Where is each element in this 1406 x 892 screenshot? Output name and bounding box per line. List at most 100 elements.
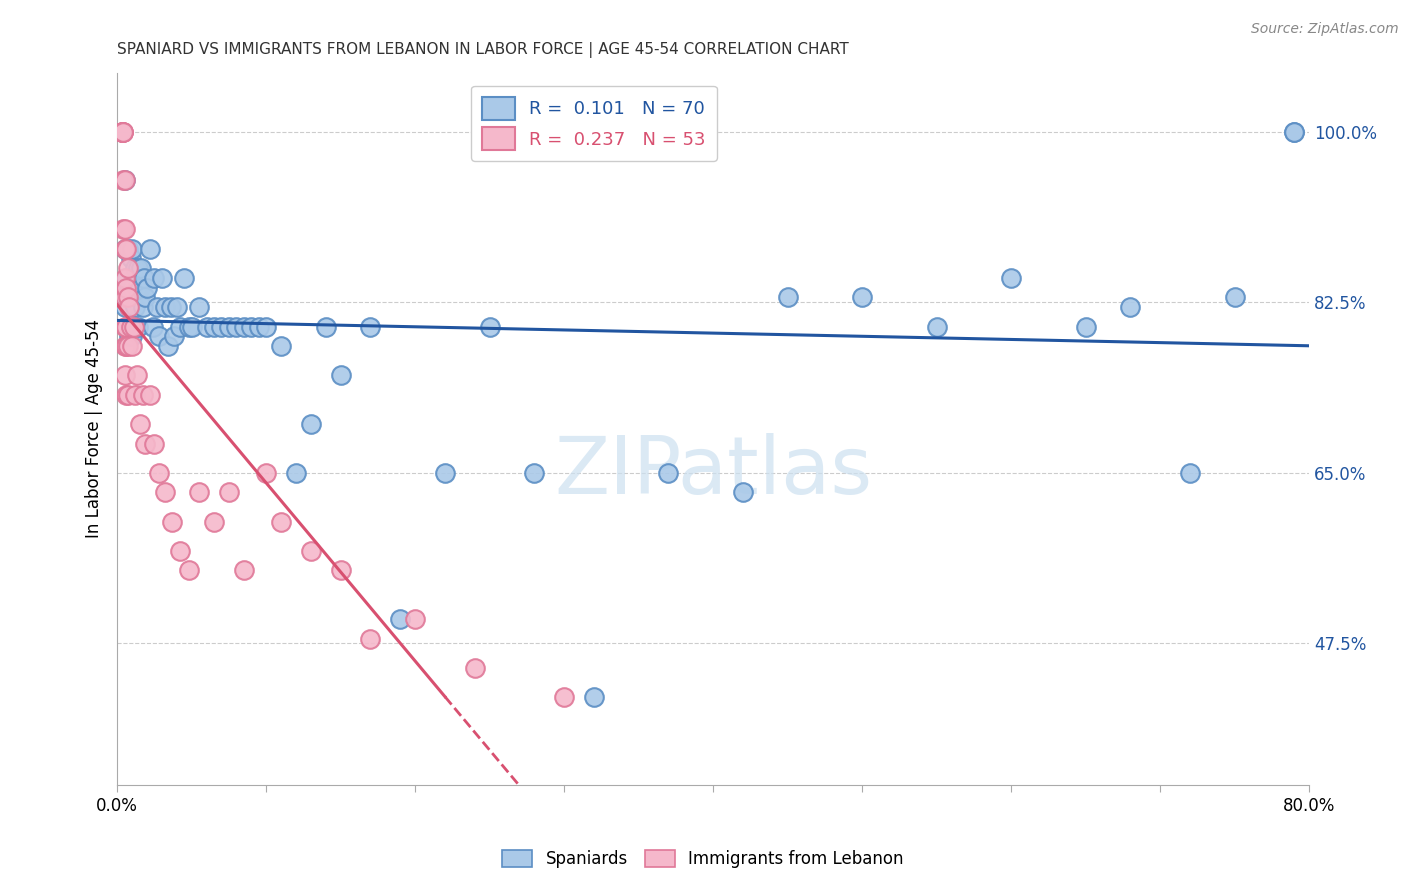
Point [247, 319, 270, 334]
Point [315, 319, 337, 334]
Point [114, 222, 136, 236]
Text: SPANIARD VS IMMIGRANTS FROM LEBANON IN LABOR FORCE | AGE 45-54 CORRELATION CHART: SPANIARD VS IMMIGRANTS FROM LEBANON IN L… [117, 42, 849, 58]
Point [270, 515, 292, 529]
Point [115, 280, 138, 294]
Point [132, 271, 155, 285]
Point [582, 690, 605, 704]
Point [121, 329, 143, 343]
Point [117, 242, 139, 256]
Point [134, 436, 156, 450]
Point [120, 319, 142, 334]
Point [433, 466, 456, 480]
Point [134, 290, 156, 304]
Point [124, 388, 146, 402]
Point [254, 319, 277, 334]
Point [115, 319, 138, 334]
Point [142, 319, 165, 334]
Point [1178, 466, 1201, 480]
Point [225, 319, 247, 334]
Point [121, 242, 143, 256]
Point [148, 466, 170, 480]
Point [731, 485, 754, 500]
Point [285, 466, 308, 480]
Point [188, 485, 211, 500]
Point [195, 319, 218, 334]
Point [329, 368, 352, 383]
Point [112, 125, 135, 139]
Point [1074, 319, 1097, 334]
Point [139, 242, 162, 256]
Point [143, 436, 166, 450]
Point [128, 280, 150, 294]
Point [478, 319, 501, 334]
Point [299, 417, 322, 431]
Point [925, 319, 948, 334]
Point [114, 242, 136, 256]
Point [329, 563, 352, 577]
Point [127, 319, 149, 334]
Point [188, 300, 211, 314]
Point [111, 125, 134, 139]
Point [112, 125, 135, 139]
Point [114, 173, 136, 187]
Point [1223, 290, 1246, 304]
Point [299, 544, 322, 558]
Point [169, 319, 191, 334]
Point [117, 388, 139, 402]
Point [128, 417, 150, 431]
Legend: R =  0.101   N = 70, R =  0.237   N = 53: R = 0.101 N = 70, R = 0.237 N = 53 [471, 86, 717, 161]
Point [211, 319, 233, 334]
Point [121, 339, 143, 353]
Point [111, 125, 134, 139]
Point [115, 271, 138, 285]
Point [1282, 125, 1305, 139]
Point [114, 290, 136, 304]
Point [150, 271, 173, 285]
Point [159, 300, 181, 314]
Text: Source: ZipAtlas.com: Source: ZipAtlas.com [1251, 22, 1399, 37]
Point [270, 339, 292, 353]
Point [114, 271, 136, 285]
Point [114, 319, 136, 334]
Point [218, 485, 240, 500]
Point [180, 319, 202, 334]
Point [143, 271, 166, 285]
Point [177, 319, 200, 334]
Point [131, 300, 153, 314]
Point [553, 690, 575, 704]
Legend: Spaniards, Immigrants from Lebanon: Spaniards, Immigrants from Lebanon [496, 843, 910, 875]
Point [112, 222, 135, 236]
Point [114, 368, 136, 383]
Point [115, 388, 138, 402]
Point [136, 280, 159, 294]
Point [125, 368, 148, 383]
Point [162, 515, 184, 529]
Point [153, 300, 176, 314]
Point [1119, 300, 1142, 314]
Point [124, 300, 146, 314]
Text: ZIPatlas: ZIPatlas [554, 433, 872, 511]
Point [169, 544, 191, 558]
Point [117, 339, 139, 353]
Point [114, 300, 136, 314]
Point [359, 632, 381, 646]
Point [114, 173, 136, 187]
Point [146, 300, 169, 314]
Point [232, 563, 254, 577]
Point [131, 388, 153, 402]
Y-axis label: In Labor Force | Age 45-54: In Labor Force | Age 45-54 [86, 319, 103, 539]
Point [177, 563, 200, 577]
Point [776, 290, 799, 304]
Point [121, 280, 143, 294]
Point [118, 329, 141, 343]
Point [125, 280, 148, 294]
Point [115, 242, 138, 256]
Point [232, 319, 254, 334]
Point [117, 290, 139, 304]
Point [111, 125, 134, 139]
Point [112, 125, 135, 139]
Point [173, 271, 195, 285]
Point [404, 612, 426, 626]
Point [114, 339, 136, 353]
Point [254, 466, 277, 480]
